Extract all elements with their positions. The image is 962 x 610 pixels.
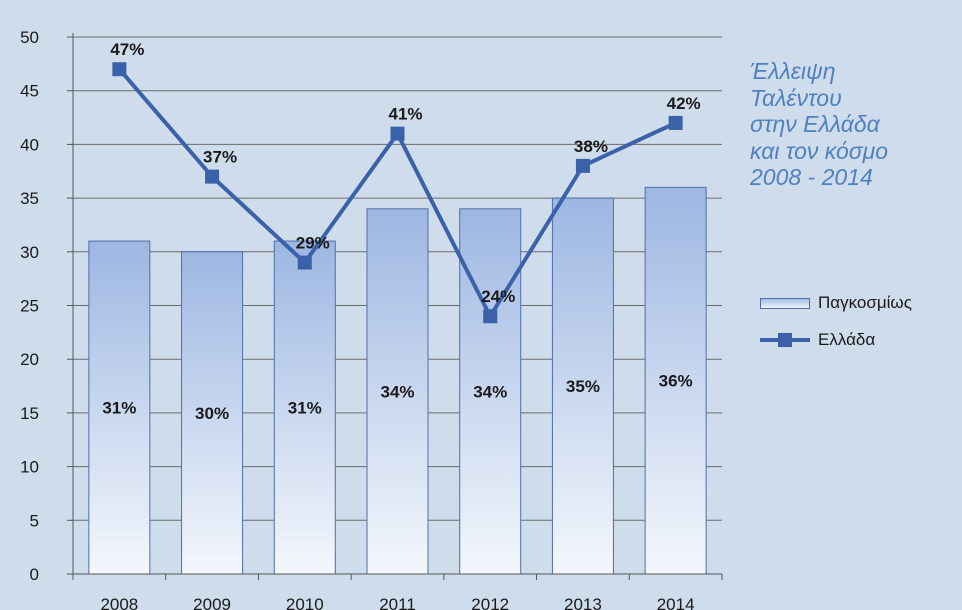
legend-line-swatch [760, 332, 810, 348]
line-label-2010: 29% [296, 234, 330, 253]
data-labels: 31% 30% 31% 34% 34% 35% 36% 47% 37% 29% 41% 24% 38% 4… [102, 40, 700, 423]
bar-2013 [551, 197, 614, 575]
x-tick-label-2012: 2012 [471, 595, 509, 610]
bar-label-2008: 31% [102, 399, 136, 418]
y-tick-label-40: 40 [20, 135, 39, 154]
line-label-2012: 24% [481, 287, 515, 306]
y-tick-label-0: 0 [30, 565, 39, 584]
x-tick-label-2014: 2014 [657, 595, 695, 610]
legend-label-line: Ελλάδα [818, 330, 876, 349]
bar-2008 [88, 240, 151, 575]
line-marker-2014 [668, 115, 683, 130]
y-tick-label-50: 50 [20, 28, 39, 47]
line-marker-2011 [390, 126, 405, 141]
chart-title-line-5: 2008 - 2014 [750, 164, 873, 190]
y-tick-label-25: 25 [20, 297, 39, 316]
line-label-2013: 38% [574, 137, 608, 156]
y-tick-label-10: 10 [20, 458, 39, 477]
legend-label-bar: Παγκοσμίως [818, 293, 912, 312]
bar-2009 [181, 251, 244, 575]
bar-label-2011: 34% [380, 382, 414, 401]
y-tick-label-20: 20 [20, 350, 39, 369]
axes: 0 5 10 15 20 25 30 35 40 45 50 2008 2009 2010 2011 2012… [20, 28, 723, 610]
legend: Παγκοσμίως Ελλάδα [760, 290, 960, 364]
chart-title-line-3: στην Ελλάδα [750, 111, 880, 137]
bar-2012 [459, 208, 522, 575]
line-label-2014: 42% [667, 94, 701, 113]
bar-label-2014: 36% [659, 372, 693, 391]
line-marker-2009 [205, 169, 220, 184]
line-marker-2008 [112, 62, 127, 77]
y-tick-label-15: 15 [20, 404, 39, 423]
legend-bar-swatch [760, 297, 810, 309]
bar-2011 [366, 208, 429, 575]
x-tick-label-2008: 2008 [100, 595, 138, 610]
chart-title-line-2: Ταλέντου [750, 84, 842, 111]
line-label-2009: 37% [203, 148, 237, 167]
chart-title-line-1: Έλλειψη [750, 58, 836, 84]
line-marker-2012 [483, 309, 498, 324]
y-tick-label-30: 30 [20, 243, 39, 262]
bar-series-Παγκοσμίως [88, 186, 707, 575]
bar-label-2013: 35% [566, 377, 600, 396]
y-tick-label-35: 35 [20, 189, 39, 208]
chart-title: Έλλειψη Ταλέντου στην Ελλάδα και τον κόσ… [750, 58, 955, 191]
line-marker-2013 [575, 158, 590, 173]
bar-label-2009: 30% [195, 404, 229, 423]
x-tick-label-2013: 2013 [564, 595, 602, 610]
line-label-2008: 47% [110, 40, 144, 59]
x-tick-label-2011: 2011 [379, 595, 416, 610]
line-series-Ελλάδα [112, 62, 683, 324]
bar-2014 [644, 186, 707, 575]
x-tick-label-2009: 2009 [193, 595, 231, 610]
y-tick-label-5: 5 [30, 511, 39, 530]
bar-label-2010: 31% [288, 399, 322, 418]
x-tick-label-2010: 2010 [286, 595, 324, 610]
y-tick-label-45: 45 [20, 82, 39, 101]
chart-title-line-4: και τον κόσμο [750, 137, 889, 164]
legend-item-line: Ελλάδα [760, 327, 960, 353]
bar-label-2012: 34% [473, 382, 507, 401]
legend-item-bar: Παγκοσμίως [760, 290, 960, 316]
line-label-2011: 41% [388, 105, 422, 124]
line-marker-2010 [297, 255, 312, 270]
